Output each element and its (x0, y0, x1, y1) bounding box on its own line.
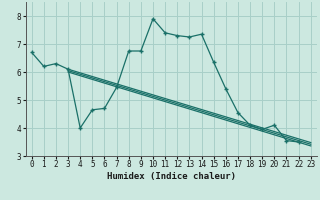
X-axis label: Humidex (Indice chaleur): Humidex (Indice chaleur) (107, 172, 236, 181)
